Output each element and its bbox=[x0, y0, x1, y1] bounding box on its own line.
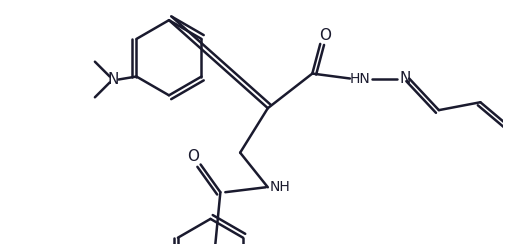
Text: HN: HN bbox=[349, 72, 370, 86]
Text: N: N bbox=[399, 71, 410, 86]
Text: O: O bbox=[319, 28, 330, 44]
Text: N: N bbox=[107, 72, 118, 87]
Text: O: O bbox=[186, 149, 198, 164]
Text: NH: NH bbox=[269, 180, 289, 194]
